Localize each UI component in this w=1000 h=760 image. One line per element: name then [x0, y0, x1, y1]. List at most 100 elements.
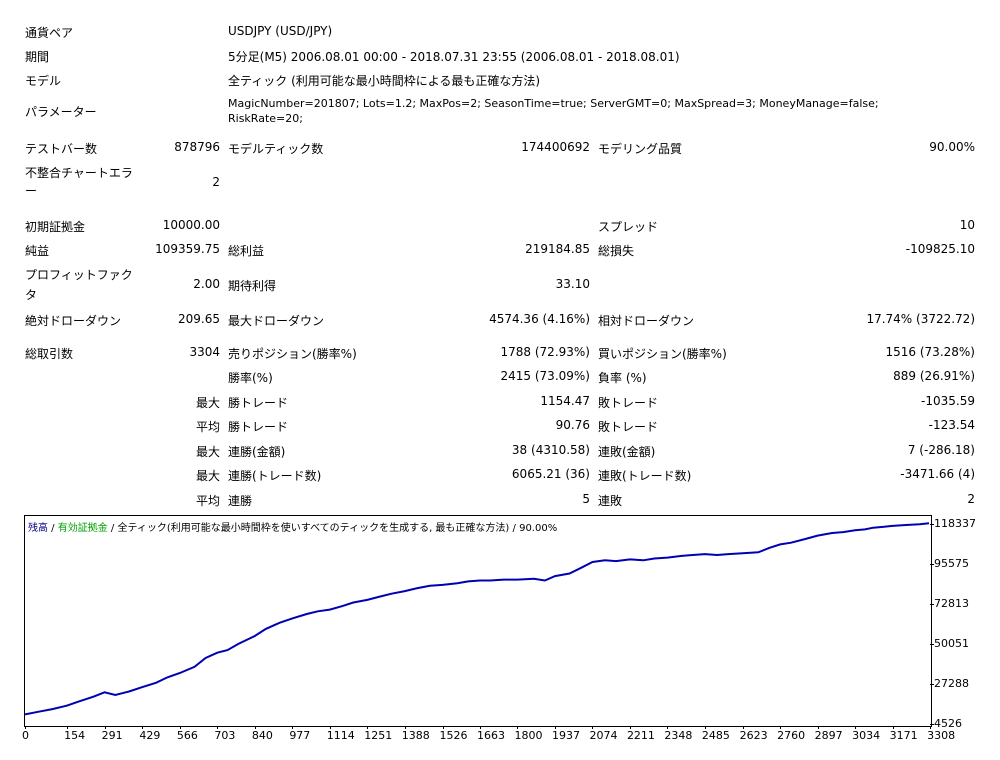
label-quality: モデリング品質 [598, 142, 683, 156]
x-tick-label: 2623 [739, 729, 768, 742]
x-tick-label: 154 [64, 729, 86, 742]
prefix-avg-1: 平均 [195, 420, 220, 434]
x-tick-mark [930, 726, 932, 729]
value-symbol: USDJPY (USD/JPY) [228, 24, 333, 38]
prefix-max-3: 最大 [195, 469, 220, 483]
label-mismatch-2: ー [25, 184, 38, 198]
value-max-loss: -1035.59 [921, 394, 975, 408]
x-tick-label: 0 [22, 729, 29, 742]
x-tick-label: 840 [251, 729, 273, 742]
value-model: 全ティック (利用可能な最小時間枠による最も正確な方法) [228, 74, 541, 88]
chart-header-sep: / [107, 523, 118, 534]
x-tick-mark [442, 726, 444, 729]
y-tick-label: 118337 [934, 516, 976, 530]
x-tick-label: 2760 [777, 729, 806, 742]
label-long: 買いポジション(勝率%) [598, 347, 727, 361]
y-tick-label: 95575 [934, 556, 969, 570]
x-tick-mark [855, 726, 857, 729]
x-tick-mark [404, 726, 406, 729]
x-tick-label: 291 [101, 729, 123, 742]
x-tick-mark [367, 726, 369, 729]
chart-header-sep: / [509, 523, 520, 534]
label-total-trades: 総取引数 [25, 347, 74, 361]
label-rel-drawdown: 相対ドローダウン [598, 314, 695, 328]
chart-header-sep: / [48, 523, 58, 534]
value-parameters-line2: RiskRate=20; [228, 112, 303, 125]
label-max-drawdown: 最大ドローダウン [228, 314, 325, 328]
x-tick-label: 566 [176, 729, 198, 742]
value-max-drawdown: 4574.36 (4.16%) [489, 312, 590, 326]
x-tick-mark [25, 726, 26, 729]
x-tick-label: 703 [214, 729, 236, 742]
value-avg-cons-loss: 2 [967, 492, 975, 506]
value-avg-cons-wins: 5 [582, 492, 590, 506]
x-tick-mark [480, 726, 481, 729]
value-net-profit: 109359.75 [155, 242, 220, 256]
y-tick-mark [930, 724, 934, 725]
x-tick-mark [217, 726, 219, 729]
y-tick-mark [930, 603, 934, 605]
value-loss-rate: 889 (26.91%) [893, 369, 975, 383]
label-spread: スプレッド [598, 220, 659, 234]
label-max-cons-wins-amt: 連勝(金額) [228, 445, 286, 459]
value-max-cons-loss-amt: 7 (-286.18) [907, 443, 975, 457]
y-tick-label: 50051 [934, 636, 969, 650]
value-gross-profit: 219184.85 [525, 242, 590, 256]
chart-header-equity: 有効証拠金 [57, 523, 108, 534]
series-balance-line [25, 522, 930, 716]
x-tick-label: 3308 [927, 729, 956, 742]
value-parameters-line1: MagicNumber=201807; Lots=1.2; MaxPos=2; … [228, 97, 879, 110]
x-tick-mark [67, 726, 69, 729]
label-parameters: パラメーター [25, 105, 97, 119]
chart-header-quality: 90.00% [519, 523, 558, 534]
y-tick-mark [930, 643, 934, 645]
value-max-cons-loss-cnt: -3471.66 (4) [900, 467, 975, 481]
label-net-profit: 純益 [25, 244, 50, 258]
y-tick-label: 4526 [934, 717, 962, 730]
x-tick-mark [629, 726, 631, 729]
chart-header: 残高 / 有効証拠金 / 全ティック(利用可能な最小時間枠を使いすべてのティック… [28, 519, 557, 534]
value-max-cons-wins-amt: 38 (4310.58) [511, 443, 590, 457]
x-tick-mark [742, 726, 744, 729]
value-spread: 10 [959, 218, 975, 232]
x-tick-label: 1114 [326, 729, 355, 742]
x-tick-label: 2897 [814, 729, 843, 742]
label-deposit: 初期証拠金 [25, 220, 86, 234]
prefix-avg-2: 平均 [195, 494, 220, 508]
x-tick-label: 2211 [626, 729, 655, 742]
label-mismatch-1: 不整合チャートエラ [25, 166, 133, 180]
label-ticks: モデルティック数 [228, 142, 324, 156]
label-expected-payoff: 期待利得 [228, 279, 277, 293]
x-tick-label: 1526 [439, 729, 468, 742]
label-abs-drawdown: 絶対ドローダウン [25, 314, 122, 328]
x-tick-label: 2348 [664, 729, 693, 742]
value-profit-factor: 2.00 [193, 277, 220, 291]
value-win-rate: 2415 (73.09%) [500, 369, 590, 383]
prefix-max-2: 最大 [195, 445, 220, 459]
value-expected-payoff: 33.10 [555, 277, 590, 291]
x-tick-mark [554, 726, 556, 729]
label-gross-profit: 総利益 [228, 244, 265, 258]
chart-header-balance: 残高 [28, 523, 48, 534]
x-tick-mark [142, 726, 144, 729]
label-avg-win: 勝トレード [228, 420, 289, 434]
chart-header-model: 全ティック(利用可能な最小時間枠を使いすべてのティックを生成する, 最も正確な方… [117, 523, 510, 534]
label-max-cons-loss-cnt: 連敗(トレード数) [598, 469, 692, 483]
x-tick-label: 429 [139, 729, 161, 742]
x-tick-label: 1388 [401, 729, 430, 742]
x-tick-label: 2074 [589, 729, 618, 742]
value-short: 1788 (72.93%) [500, 345, 590, 359]
x-tick-mark [892, 726, 894, 729]
value-ticks: 174400692 [521, 140, 590, 154]
x-tick-mark [292, 726, 294, 729]
value-bars: 878796 [174, 140, 220, 154]
value-avg-loss: -123.54 [928, 418, 975, 432]
x-tick-label: 1937 [551, 729, 580, 742]
x-tick-mark [592, 726, 594, 729]
y-tick-mark [930, 563, 934, 565]
label-short: 売りポジション(勝率%) [228, 347, 357, 361]
value-max-cons-wins-cnt: 6065.21 (36) [511, 467, 590, 481]
x-tick-label: 1800 [514, 729, 543, 742]
value-max-win: 1154.47 [540, 394, 590, 408]
value-abs-drawdown: 209.65 [178, 312, 220, 326]
